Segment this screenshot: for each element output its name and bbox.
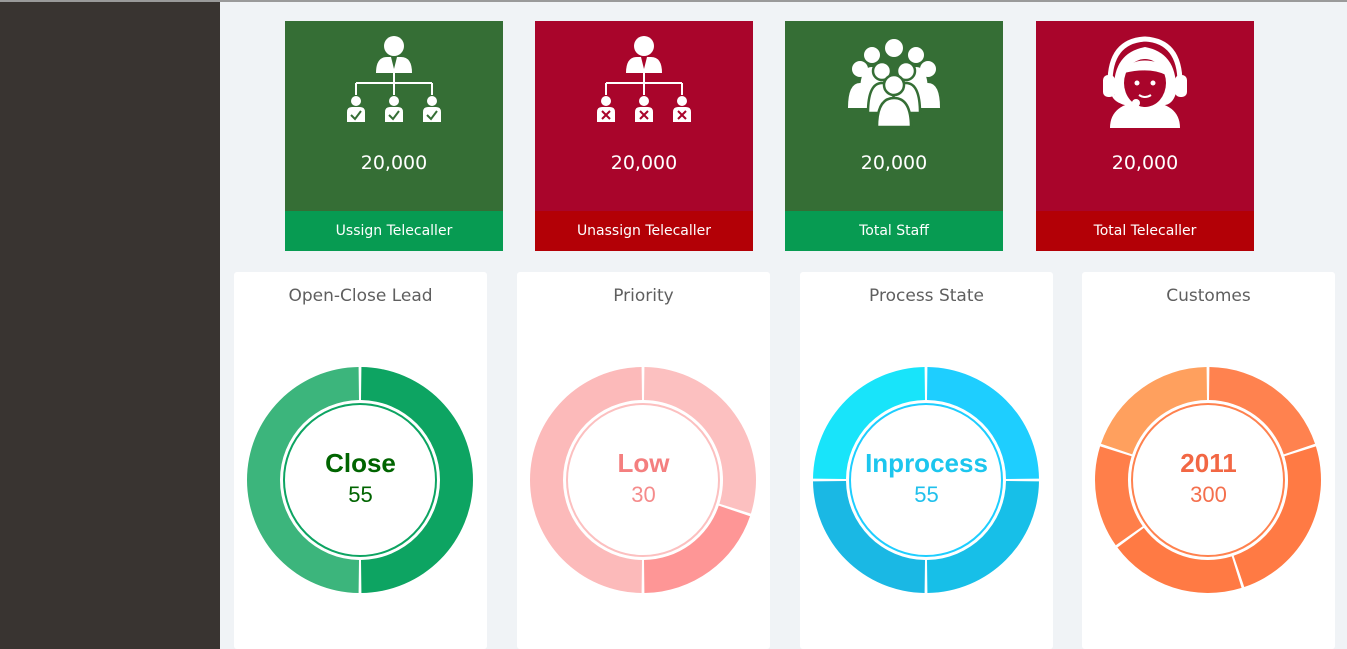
donut-slice[interactable]	[927, 480, 1039, 593]
panel-customes: Customes 2011 300	[1082, 272, 1335, 649]
card-unassign-telecaller[interactable]: 20,000 Unassign Telecaller	[535, 21, 753, 251]
panel-title: Open-Close Lead	[288, 286, 433, 306]
group-icon	[785, 33, 1003, 143]
card-value: 20,000	[1111, 152, 1179, 174]
top-border	[0, 0, 1347, 2]
donut-center-value: 30	[631, 482, 656, 507]
panel-priority: Priority Low 30	[517, 272, 770, 649]
headset-operator-icon	[1036, 33, 1254, 143]
sidebar	[0, 2, 220, 649]
donut-slice[interactable]	[1117, 527, 1242, 593]
unassigned-hierarchy-icon	[535, 33, 753, 143]
donut-chart[interactable]	[800, 272, 1053, 649]
donut-slice[interactable]	[927, 367, 1039, 480]
donut-inner-ring	[283, 403, 437, 557]
donut-center-label: Inprocess	[865, 448, 988, 478]
panel-open-close-lead: Open-Close Lead Close 55	[234, 272, 487, 649]
panel-title: Process State	[869, 286, 984, 306]
donut-slice[interactable]	[813, 480, 925, 593]
donut-slice[interactable]	[1209, 367, 1316, 455]
panel-title: Priority	[613, 286, 674, 306]
panel-process-state: Process State Inprocess 55	[800, 272, 1053, 649]
donut-slice[interactable]	[644, 367, 756, 514]
card-footer-label[interactable]: Total Staff	[785, 211, 1003, 251]
donut-center-label: 2011	[1180, 448, 1237, 478]
donut-slice[interactable]	[813, 367, 925, 480]
donut-center-label: Low	[617, 448, 670, 478]
donut-slice[interactable]	[644, 505, 751, 593]
donut-slice[interactable]	[1095, 446, 1143, 546]
donut-chart[interactable]	[517, 272, 770, 649]
donut-chart[interactable]	[1082, 272, 1335, 649]
donut-center-label: Close	[325, 448, 396, 478]
assigned-hierarchy-icon	[285, 33, 503, 143]
card-assign-telecaller[interactable]: 20,000 Ussign Telecaller	[285, 21, 503, 251]
donut-center-value: 55	[914, 482, 939, 507]
card-footer-label[interactable]: Ussign Telecaller	[285, 211, 503, 251]
card-value: 20,000	[360, 152, 428, 174]
donut-inner-ring	[1131, 403, 1285, 557]
donut-center-value: 300	[1190, 482, 1227, 507]
donut-slice[interactable]	[530, 367, 642, 593]
donut-slice[interactable]	[247, 367, 360, 593]
donut-slice[interactable]	[360, 367, 473, 593]
card-footer-label[interactable]: Unassign Telecaller	[535, 211, 753, 251]
card-value: 20,000	[610, 152, 678, 174]
donut-inner-ring	[566, 403, 720, 557]
donut-chart[interactable]	[234, 272, 487, 649]
card-total-telecaller[interactable]: 20,000 Total Telecaller	[1036, 21, 1254, 251]
donut-slice[interactable]	[1100, 367, 1207, 455]
donut-inner-ring	[849, 403, 1003, 557]
card-total-staff[interactable]: 20,000 Total Staff	[785, 21, 1003, 251]
donut-center-value: 55	[348, 482, 373, 507]
card-value: 20,000	[860, 152, 928, 174]
donut-slice[interactable]	[1233, 446, 1321, 588]
card-footer-label[interactable]: Total Telecaller	[1036, 211, 1254, 251]
panel-title: Customes	[1166, 286, 1251, 306]
